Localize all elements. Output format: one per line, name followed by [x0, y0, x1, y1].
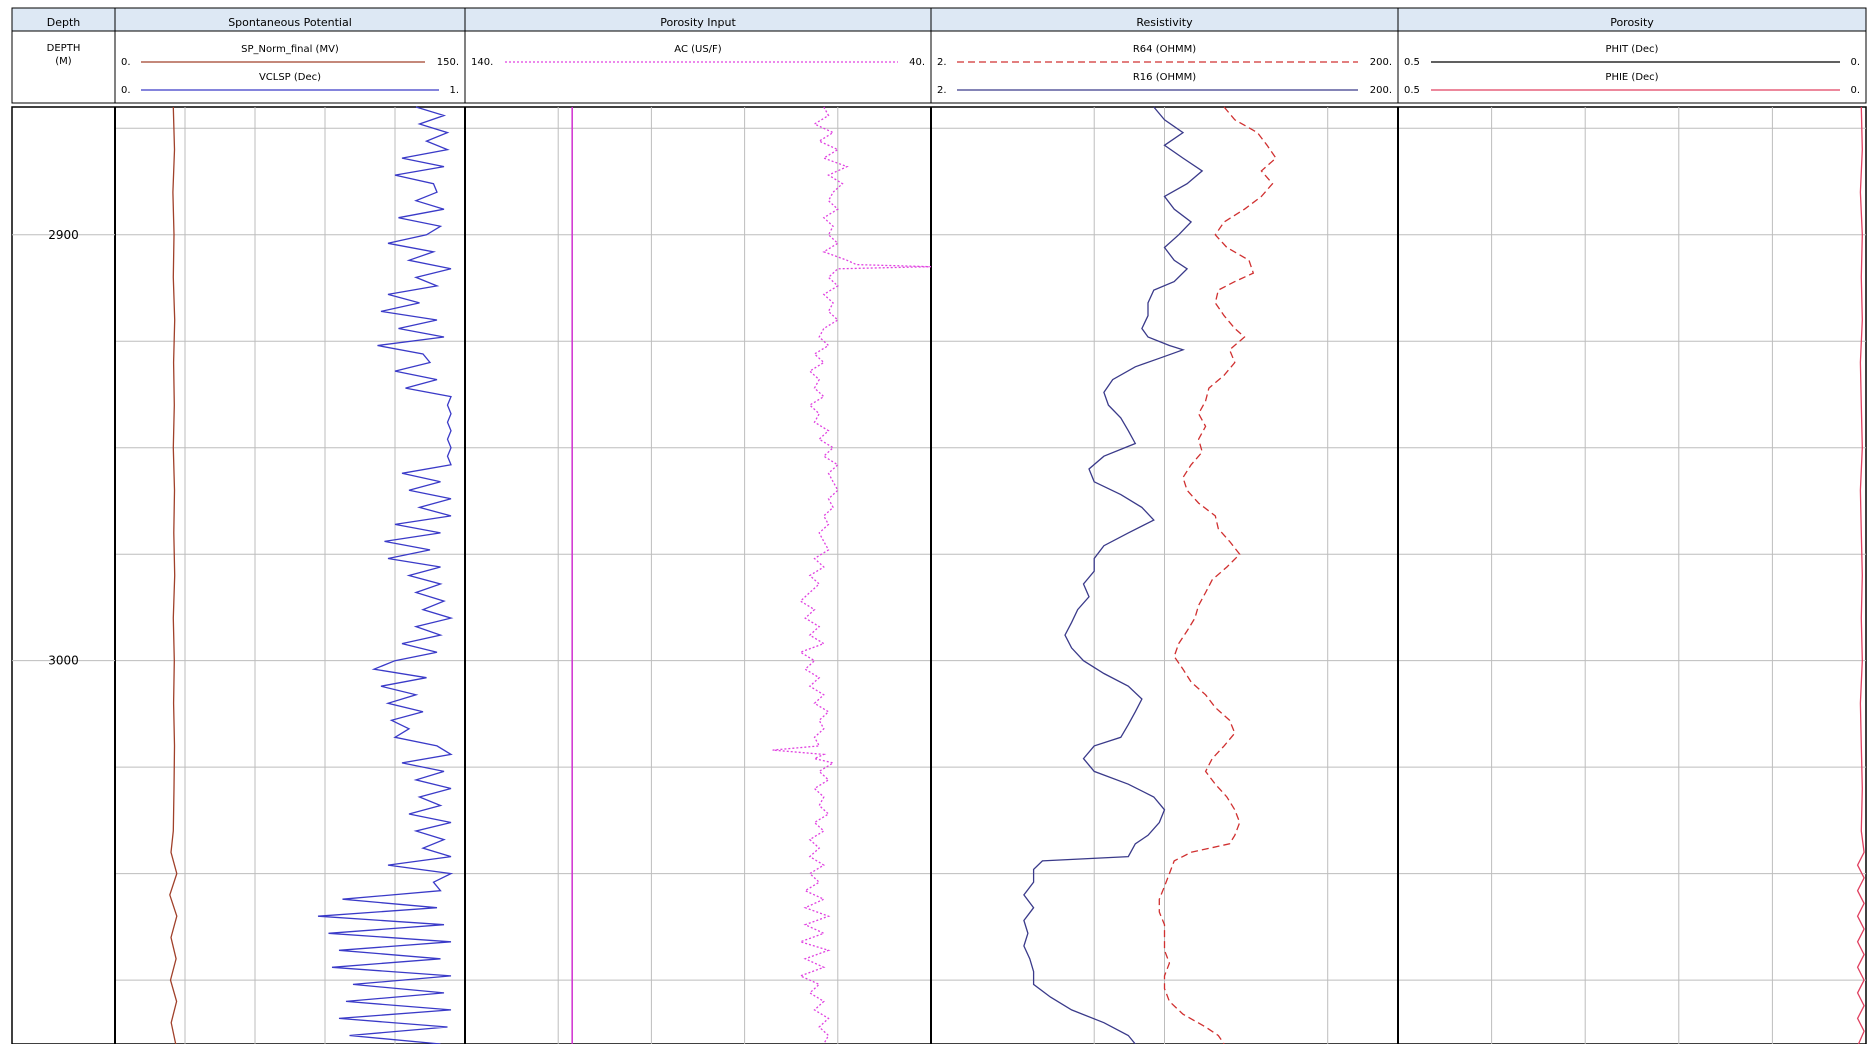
curve-r16 — [1023, 106, 1204, 1044]
curve-scale-right: 200. — [1370, 57, 1392, 68]
curve-scale-left: 0. — [121, 85, 131, 96]
track-3: Resistivity R64 (OHMM) 2. 200. R16 (OHMM) 2. 2… — [930, 8, 1392, 103]
header-row-bg — [11, 30, 1867, 104]
plot-frame — [11, 106, 1867, 1044]
curve-scale-left: 2. — [937, 85, 947, 96]
curve-vclsp — [317, 106, 454, 1044]
track-4: Porosity PHIT (Dec) 0.5 0. PHIE (Dec) 0.5 0. — [1397, 8, 1860, 103]
curve-header-name: AC (US/F) — [674, 44, 722, 55]
curve-phie — [1856, 106, 1865, 1044]
curve-scale-left: 0. — [121, 57, 131, 68]
curve-r64 — [1158, 106, 1277, 1044]
depth-header-text: DEPTH — [47, 43, 81, 54]
curve-scale-left: 0.5 — [1404, 85, 1420, 96]
depth-label: 3000 — [48, 654, 79, 668]
curve-header-name: SP_Norm_final (MV) — [241, 44, 339, 55]
track-title: Porosity — [1610, 16, 1654, 29]
track-0: Depth DEPTH (M) — [47, 16, 81, 67]
depth-label: 2900 — [48, 228, 79, 242]
grid — [115, 107, 1866, 1044]
depth-header-text: (M) — [55, 56, 72, 67]
curve-scale-right: 0. — [1850, 85, 1860, 96]
track-title: Resistivity — [1136, 16, 1193, 29]
curve-scale-right: 1. — [449, 85, 459, 96]
curve-scale-left: 0.5 — [1404, 57, 1420, 68]
curve-scale-left: 2. — [937, 57, 947, 68]
curve-scale-left: 140. — [471, 57, 493, 68]
curve-header-name: PHIT (Dec) — [1606, 44, 1659, 55]
track-title: Depth — [47, 16, 81, 29]
curve-header-name: VCLSP (Dec) — [259, 72, 321, 83]
curve-scale-right: 40. — [909, 57, 925, 68]
curve-scale-right: 0. — [1850, 57, 1860, 68]
track-title: Porosity Input — [660, 16, 736, 29]
curve-scale-right: 200. — [1370, 85, 1392, 96]
track-1: Spontaneous Potential SP_Norm_final (MV) 0… — [114, 8, 459, 103]
curve-header-name: R64 (OHMM) — [1133, 44, 1196, 55]
curve-sp_norm_final — [169, 106, 178, 1044]
curve-header-name: PHIE (Dec) — [1605, 72, 1658, 83]
curve-ac — [772, 106, 932, 1044]
curve-header-name: R16 (OHMM) — [1133, 72, 1196, 83]
track-title: Spontaneous Potential — [228, 16, 352, 29]
track-2: Porosity Input AC (US/F) 140. 40. — [464, 8, 925, 103]
curve-scale-right: 150. — [437, 57, 459, 68]
